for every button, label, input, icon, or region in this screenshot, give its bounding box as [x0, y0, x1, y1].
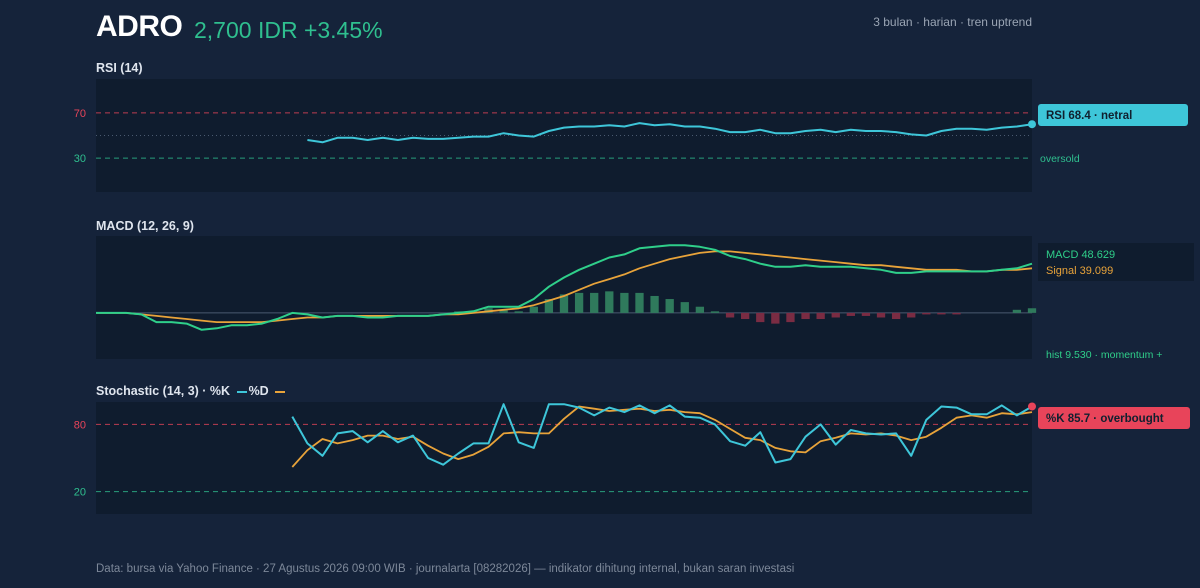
macd-hist-bar — [907, 312, 916, 318]
macd-hist-bar — [937, 312, 946, 315]
panel-bg-2 — [96, 402, 1032, 514]
macd-hist-bar — [680, 302, 689, 313]
macd-hist-bar — [861, 312, 871, 316]
macd-hist-bar — [620, 292, 629, 313]
macd-line — [96, 244, 1033, 331]
macd-readout-bg — [1038, 243, 1194, 281]
macd-hist-bar — [756, 312, 765, 323]
macd-hist-bar — [786, 312, 795, 323]
rsi-tick-label-70: 70 — [74, 108, 86, 120]
price-change: 2,700 IDR +3.45% — [194, 17, 383, 43]
macd-hist-bar — [891, 312, 901, 320]
macd-value-label: MACD 48.629 — [1046, 249, 1115, 261]
stoch-k-legend-line — [236, 390, 247, 393]
stoch-title-text: Stochastic (14, 3) · %K — [96, 384, 231, 398]
macd-hist-bar — [952, 312, 961, 315]
macd-hist-bar — [846, 312, 855, 316]
macd-hist-bar — [635, 292, 644, 313]
macd-hist-bar — [514, 311, 523, 313]
macd-hist-bar — [605, 291, 614, 313]
macd-hist-bar — [922, 312, 931, 315]
stoch-badge: %K 85.7 · overbought — [1046, 413, 1164, 425]
macd-hist-bar — [1012, 309, 1022, 313]
rsi-badge-bg — [1038, 104, 1188, 126]
stoch-tick-label-20: 20 — [74, 487, 86, 499]
stoch-panel-title: Stochastic (14, 3) · %K %D — [96, 384, 287, 398]
macd-hist-bar — [1027, 308, 1037, 313]
rsi-last-point — [1028, 120, 1036, 129]
rsi-oversold-label: oversold — [1040, 153, 1080, 165]
macd-hist-bar — [771, 312, 780, 324]
rsi-line — [307, 122, 1033, 144]
stoch-badge-bg — [1038, 407, 1190, 429]
macd-panel-title: MACD (12, 26, 9) — [96, 219, 194, 233]
stoch-d-legend-line — [275, 390, 286, 393]
stoch-d-legend-label: %D — [248, 384, 269, 398]
macd-hist-bar — [590, 292, 599, 313]
ticker-symbol: ADRO — [96, 10, 183, 43]
macd-hist-bar — [499, 309, 508, 313]
macd-hist-bar — [574, 292, 584, 313]
macd-hist-bar — [876, 312, 886, 318]
rsi-badge: RSI 68.4 · netral — [1046, 110, 1132, 122]
macd-hist-bar — [544, 299, 554, 313]
macd-hist-bar — [801, 312, 810, 320]
rsi-tick-label-30: 30 — [74, 153, 86, 165]
footer-source: Data: bursa via Yahoo Finance · 27 Agust… — [96, 563, 795, 575]
macd-hist-bar — [559, 294, 569, 313]
macd-hist-bar — [831, 312, 840, 318]
signal-value-label: Signal 39.099 — [1046, 265, 1113, 277]
signal-line — [96, 250, 1033, 324]
macd-hist-bar — [741, 312, 750, 320]
stoch-k-line — [291, 403, 1033, 466]
macd-hist-bar — [665, 299, 674, 313]
hist-value-label: hist 9.530 · momentum + — [1046, 349, 1162, 361]
timeframe-note: 3 bulan · harian · tren uptrend — [873, 15, 1032, 29]
macd-hist-bar — [725, 312, 735, 318]
rsi-panel-title: RSI (14) — [96, 61, 143, 75]
stoch-tick-label-80: 80 — [74, 419, 86, 431]
macd-hist-bar — [695, 306, 705, 313]
macd-hist-bar — [529, 306, 538, 313]
stoch-last-point — [1028, 402, 1036, 411]
macd-hist-bar — [650, 295, 659, 313]
macd-hist-bar — [710, 311, 720, 313]
macd-hist-bar — [816, 312, 825, 320]
